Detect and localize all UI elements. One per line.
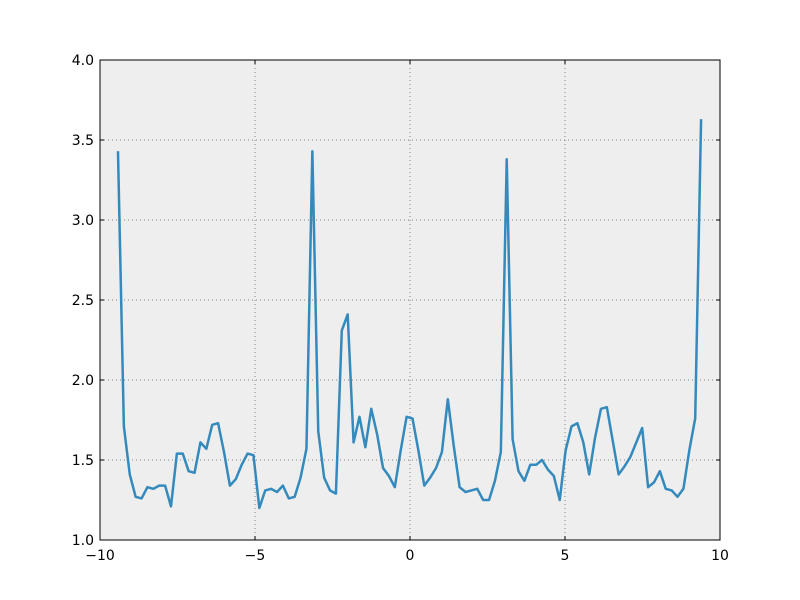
y-tick-label: 4.0 <box>72 53 94 69</box>
y-tick-label: 2.5 <box>72 293 94 309</box>
tick-labels: −10 −5 0 5 10 1.0 1.5 2.0 2.5 3.0 3.5 4.0 <box>72 53 729 564</box>
x-tick-label: 0 <box>406 548 415 564</box>
series-layer <box>116 119 703 510</box>
y-tick-label: 1.5 <box>72 453 94 469</box>
y-tick-label: 3.5 <box>72 133 94 149</box>
tick-marks <box>99 59 721 541</box>
x-tick-label: 10 <box>711 548 729 564</box>
x-tick-label: −5 <box>245 548 266 564</box>
x-tick-label: 5 <box>561 548 570 564</box>
y-tick-label: 2.0 <box>72 373 94 389</box>
y-tick-label: 3.0 <box>72 213 94 229</box>
series-line <box>116 119 703 510</box>
x-tick-label: −10 <box>85 548 115 564</box>
y-tick-label: 1.0 <box>72 533 94 549</box>
